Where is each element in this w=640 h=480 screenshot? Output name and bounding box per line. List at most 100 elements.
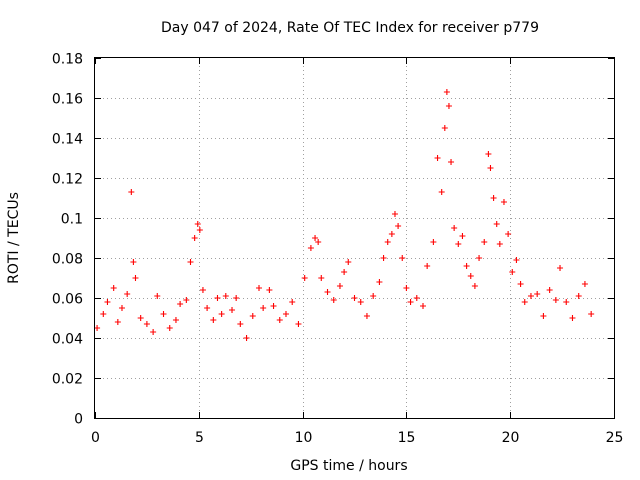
data-point — [260, 305, 267, 311]
data-point — [270, 303, 277, 309]
data-point — [445, 103, 452, 109]
data-points — [94, 89, 595, 341]
data-point — [336, 283, 343, 289]
data-point — [471, 283, 478, 289]
y-tick-label: 0.02 — [52, 372, 83, 388]
data-point — [476, 255, 483, 261]
y-tick-label: 0.06 — [52, 292, 83, 308]
data-point — [130, 259, 137, 265]
data-point — [441, 125, 448, 131]
x-tick-label: 5 — [195, 430, 204, 446]
data-point — [563, 299, 570, 305]
x-tick-label: 25 — [606, 430, 624, 446]
data-point — [204, 305, 211, 311]
data-point — [243, 335, 250, 341]
y-tick-label: 0.18 — [52, 52, 83, 68]
data-point — [434, 155, 441, 161]
data-point — [581, 281, 588, 287]
data-point — [357, 299, 364, 305]
data-point — [463, 263, 470, 269]
data-point — [395, 223, 402, 229]
data-point — [166, 325, 173, 331]
data-point — [307, 245, 314, 251]
data-point — [256, 285, 263, 291]
data-point — [363, 313, 370, 319]
data-point — [191, 235, 198, 241]
data-point — [424, 263, 431, 269]
data-point — [100, 311, 107, 317]
data-point — [318, 275, 325, 281]
chart-title: Day 047 of 2024, Rate Of TEC Index for r… — [161, 20, 539, 36]
data-point — [481, 239, 488, 245]
data-point — [110, 285, 117, 291]
data-point — [552, 297, 559, 303]
data-point — [341, 269, 348, 275]
data-point — [517, 281, 524, 287]
data-point — [513, 257, 520, 263]
data-point — [391, 211, 398, 217]
data-point — [384, 239, 391, 245]
data-point — [137, 315, 144, 321]
data-point — [210, 317, 217, 323]
data-point — [150, 329, 157, 335]
data-point — [451, 225, 458, 231]
data-point — [403, 285, 410, 291]
data-point — [266, 287, 273, 293]
data-point — [430, 239, 437, 245]
data-point — [315, 239, 322, 245]
gridlines — [95, 58, 614, 418]
y-tick-label: 0.14 — [52, 132, 83, 148]
data-point — [233, 295, 240, 301]
data-point — [485, 151, 492, 157]
data-point — [557, 265, 564, 271]
data-point — [177, 301, 184, 307]
data-point — [459, 233, 466, 239]
data-point — [493, 221, 500, 227]
data-point — [527, 293, 534, 299]
data-point — [448, 159, 455, 165]
data-point — [237, 321, 244, 327]
data-point — [118, 305, 125, 311]
data-point — [249, 313, 256, 319]
data-point — [487, 165, 494, 171]
data-point — [289, 299, 296, 305]
data-point — [276, 317, 283, 323]
data-point — [388, 231, 395, 237]
data-point — [370, 293, 377, 299]
data-point — [154, 293, 161, 299]
data-point — [104, 299, 111, 305]
data-point — [172, 317, 179, 323]
data-point — [160, 311, 167, 317]
data-point — [324, 289, 331, 295]
plot-frame — [94, 57, 615, 419]
data-point — [94, 325, 101, 331]
data-point — [546, 287, 553, 293]
y-tick-label: 0.08 — [52, 252, 83, 268]
data-point — [132, 275, 139, 281]
data-point — [214, 295, 221, 301]
data-point — [345, 259, 352, 265]
x-tick-label: 0 — [91, 430, 100, 446]
y-tick-label: 0 — [74, 412, 83, 428]
data-point — [438, 189, 445, 195]
y-axis-label: ROTI / TECUs — [6, 192, 22, 284]
x-tick-label: 15 — [398, 430, 416, 446]
y-tick-label: 0.1 — [61, 212, 83, 228]
data-point — [351, 295, 358, 301]
data-point — [413, 295, 420, 301]
data-point — [467, 273, 474, 279]
data-point — [218, 311, 225, 317]
x-axis-label: GPS time / hours — [290, 458, 407, 474]
data-point — [128, 189, 135, 195]
x-tick-label: 10 — [295, 430, 313, 446]
data-point — [183, 297, 190, 303]
y-tick-label: 0.04 — [52, 332, 83, 348]
data-point — [295, 321, 302, 327]
data-point — [575, 293, 582, 299]
data-point — [229, 307, 236, 313]
axis-ticks: 0 5 10 15 20 25 0 0.02 0.04 0.06 0.08 0.1 0.12 0.14 0.… — [52, 52, 624, 447]
data-point — [521, 299, 528, 305]
data-point — [196, 227, 203, 233]
data-point — [407, 299, 414, 305]
